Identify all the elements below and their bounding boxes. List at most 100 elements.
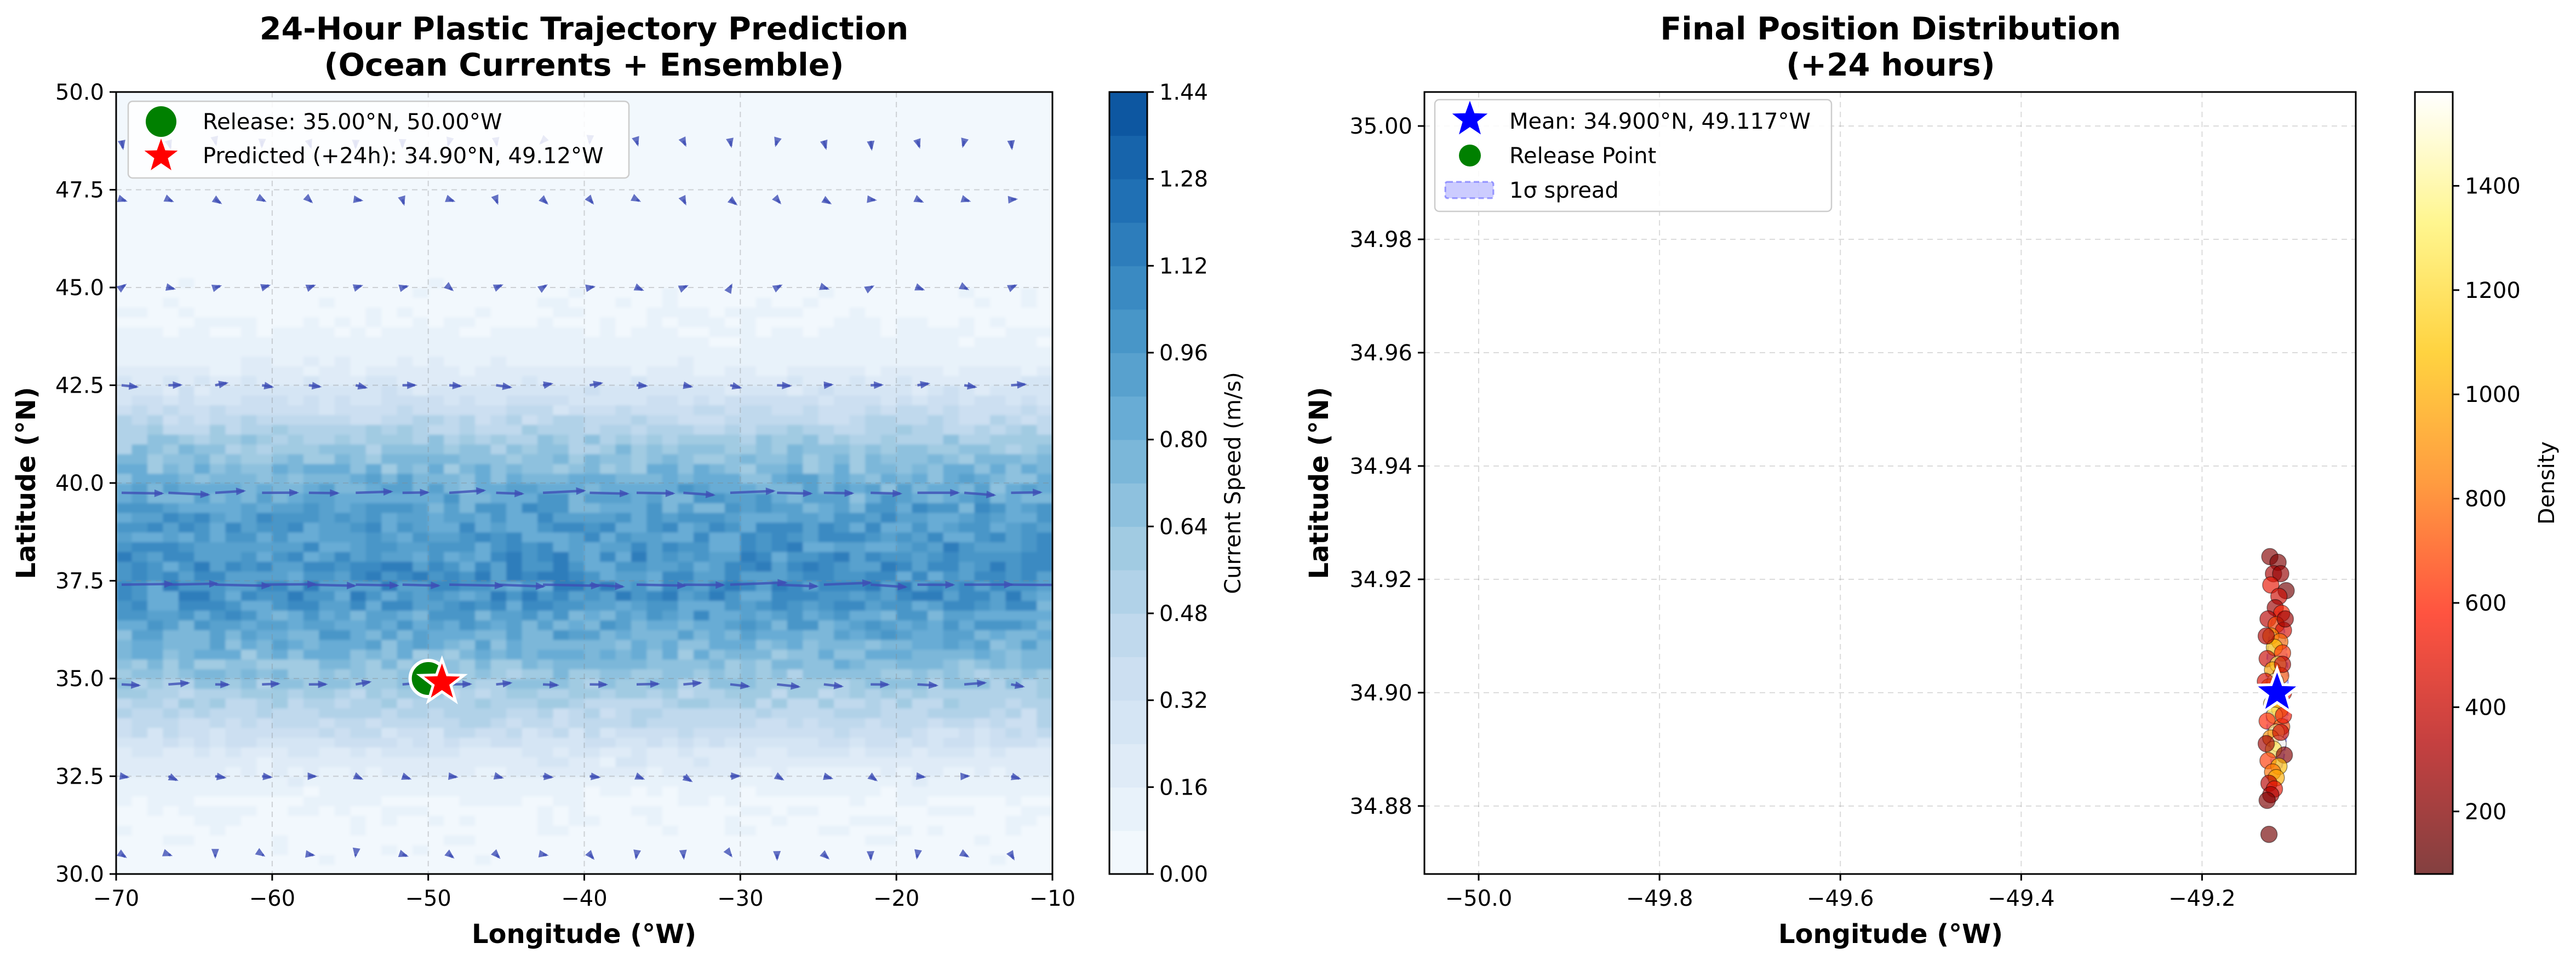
heatmap-cell [631,356,648,366]
heatmap-cell [319,600,335,611]
heatmap-cell [459,92,476,102]
heatmap-cell [256,698,273,709]
heatmap-cell [272,590,289,601]
heatmap-cell [131,444,148,455]
heatmap-cell [241,444,257,455]
heatmap-cell [365,189,382,200]
heatmap-cell [865,258,881,269]
heatmap-cell [459,756,476,767]
heatmap-cell [413,356,429,366]
heatmap-cell [288,561,304,572]
heatmap-cell [740,854,757,865]
heatmap-cell [209,307,226,318]
heatmap-cell [755,307,772,318]
heatmap-cell [631,228,648,239]
heatmap-cell [225,189,242,200]
heatmap-cell [928,151,944,161]
heatmap-cell [241,708,257,718]
heatmap-cell [990,199,1006,210]
heatmap-cell [803,326,819,337]
heatmap-cell [584,551,600,562]
heatmap-cell [522,463,539,474]
heatmap-cell [787,307,804,318]
heatmap-cell [928,669,944,680]
heatmap-cell [178,483,195,493]
heatmap-cell [631,405,648,416]
heatmap-cell [553,238,569,249]
heatmap-cell [600,619,616,630]
heatmap-cell [974,385,991,396]
heatmap-cell [553,698,569,709]
heatmap-cell [428,844,445,855]
heatmap-cell [178,844,195,855]
heatmap-cell [693,209,710,220]
heatmap-cell [834,854,850,865]
heatmap-cell [803,356,819,366]
heatmap-cell [319,395,335,406]
heatmap-cell [693,796,710,807]
heatmap-cell [990,796,1006,807]
heatmap-cell [131,356,148,366]
heatmap-cell [709,170,725,181]
heatmap-cell [365,434,382,445]
heatmap-cell [880,92,897,102]
heatmap-cell [413,571,429,582]
heatmap-cell [178,717,195,728]
heatmap-cell [974,796,991,807]
heatmap-cell [334,825,351,836]
heatmap-cell [288,317,304,327]
heatmap-cell [584,444,600,455]
heatmap-cell [896,786,913,797]
heatmap-cell [896,669,913,680]
heatmap-cell [912,522,929,533]
heatmap-cell [163,228,179,239]
heatmap-cell [755,815,772,826]
heatmap-cell [334,532,351,543]
heatmap-cell [365,571,382,582]
heatmap-cell [880,854,897,865]
heatmap-cell [928,532,944,543]
heatmap-cell [724,698,741,709]
heatmap-cell [553,189,569,200]
heatmap-cell [490,639,507,650]
heatmap-cell [490,444,507,455]
heatmap-cell [600,492,616,503]
heatmap-cell [865,717,881,728]
heatmap-cell [459,571,476,582]
heatmap-cell [1037,864,1052,874]
heatmap-cell [241,502,257,513]
heatmap-cell [490,219,507,229]
heatmap-cell [319,385,335,396]
heatmap-cell [709,825,725,836]
heatmap-cell [880,346,897,357]
heatmap-cell [537,629,554,640]
heatmap-cell [131,571,148,582]
current-arrow-head [260,284,271,292]
heatmap-cell [740,551,757,562]
heatmap-cell [272,854,289,865]
heatmap-cell [381,629,398,640]
current-arrow-head [593,381,604,389]
heatmap-cell [615,619,632,630]
heatmap-cell [365,365,382,376]
heatmap-cell [241,590,257,601]
heatmap-cell [553,756,569,767]
heatmap-cell [974,415,991,425]
heatmap-cell [397,346,414,357]
heatmap-cell [334,180,351,191]
heatmap-cell [147,825,164,836]
heatmap-cell [600,835,616,846]
heatmap-cell [959,101,975,112]
heatmap-cell [740,610,757,620]
heatmap-cell [194,199,210,210]
heatmap-cell [365,238,382,249]
heatmap-cell [428,238,445,249]
current-arrow-head [920,381,931,389]
heatmap-cell [584,669,600,680]
heatmap-cell [381,639,398,650]
heatmap-cell [818,512,835,523]
heatmap-cell [334,483,351,493]
current-arrow-head [311,382,322,390]
heatmap-cell [569,199,585,210]
heatmap-cell [444,835,460,846]
